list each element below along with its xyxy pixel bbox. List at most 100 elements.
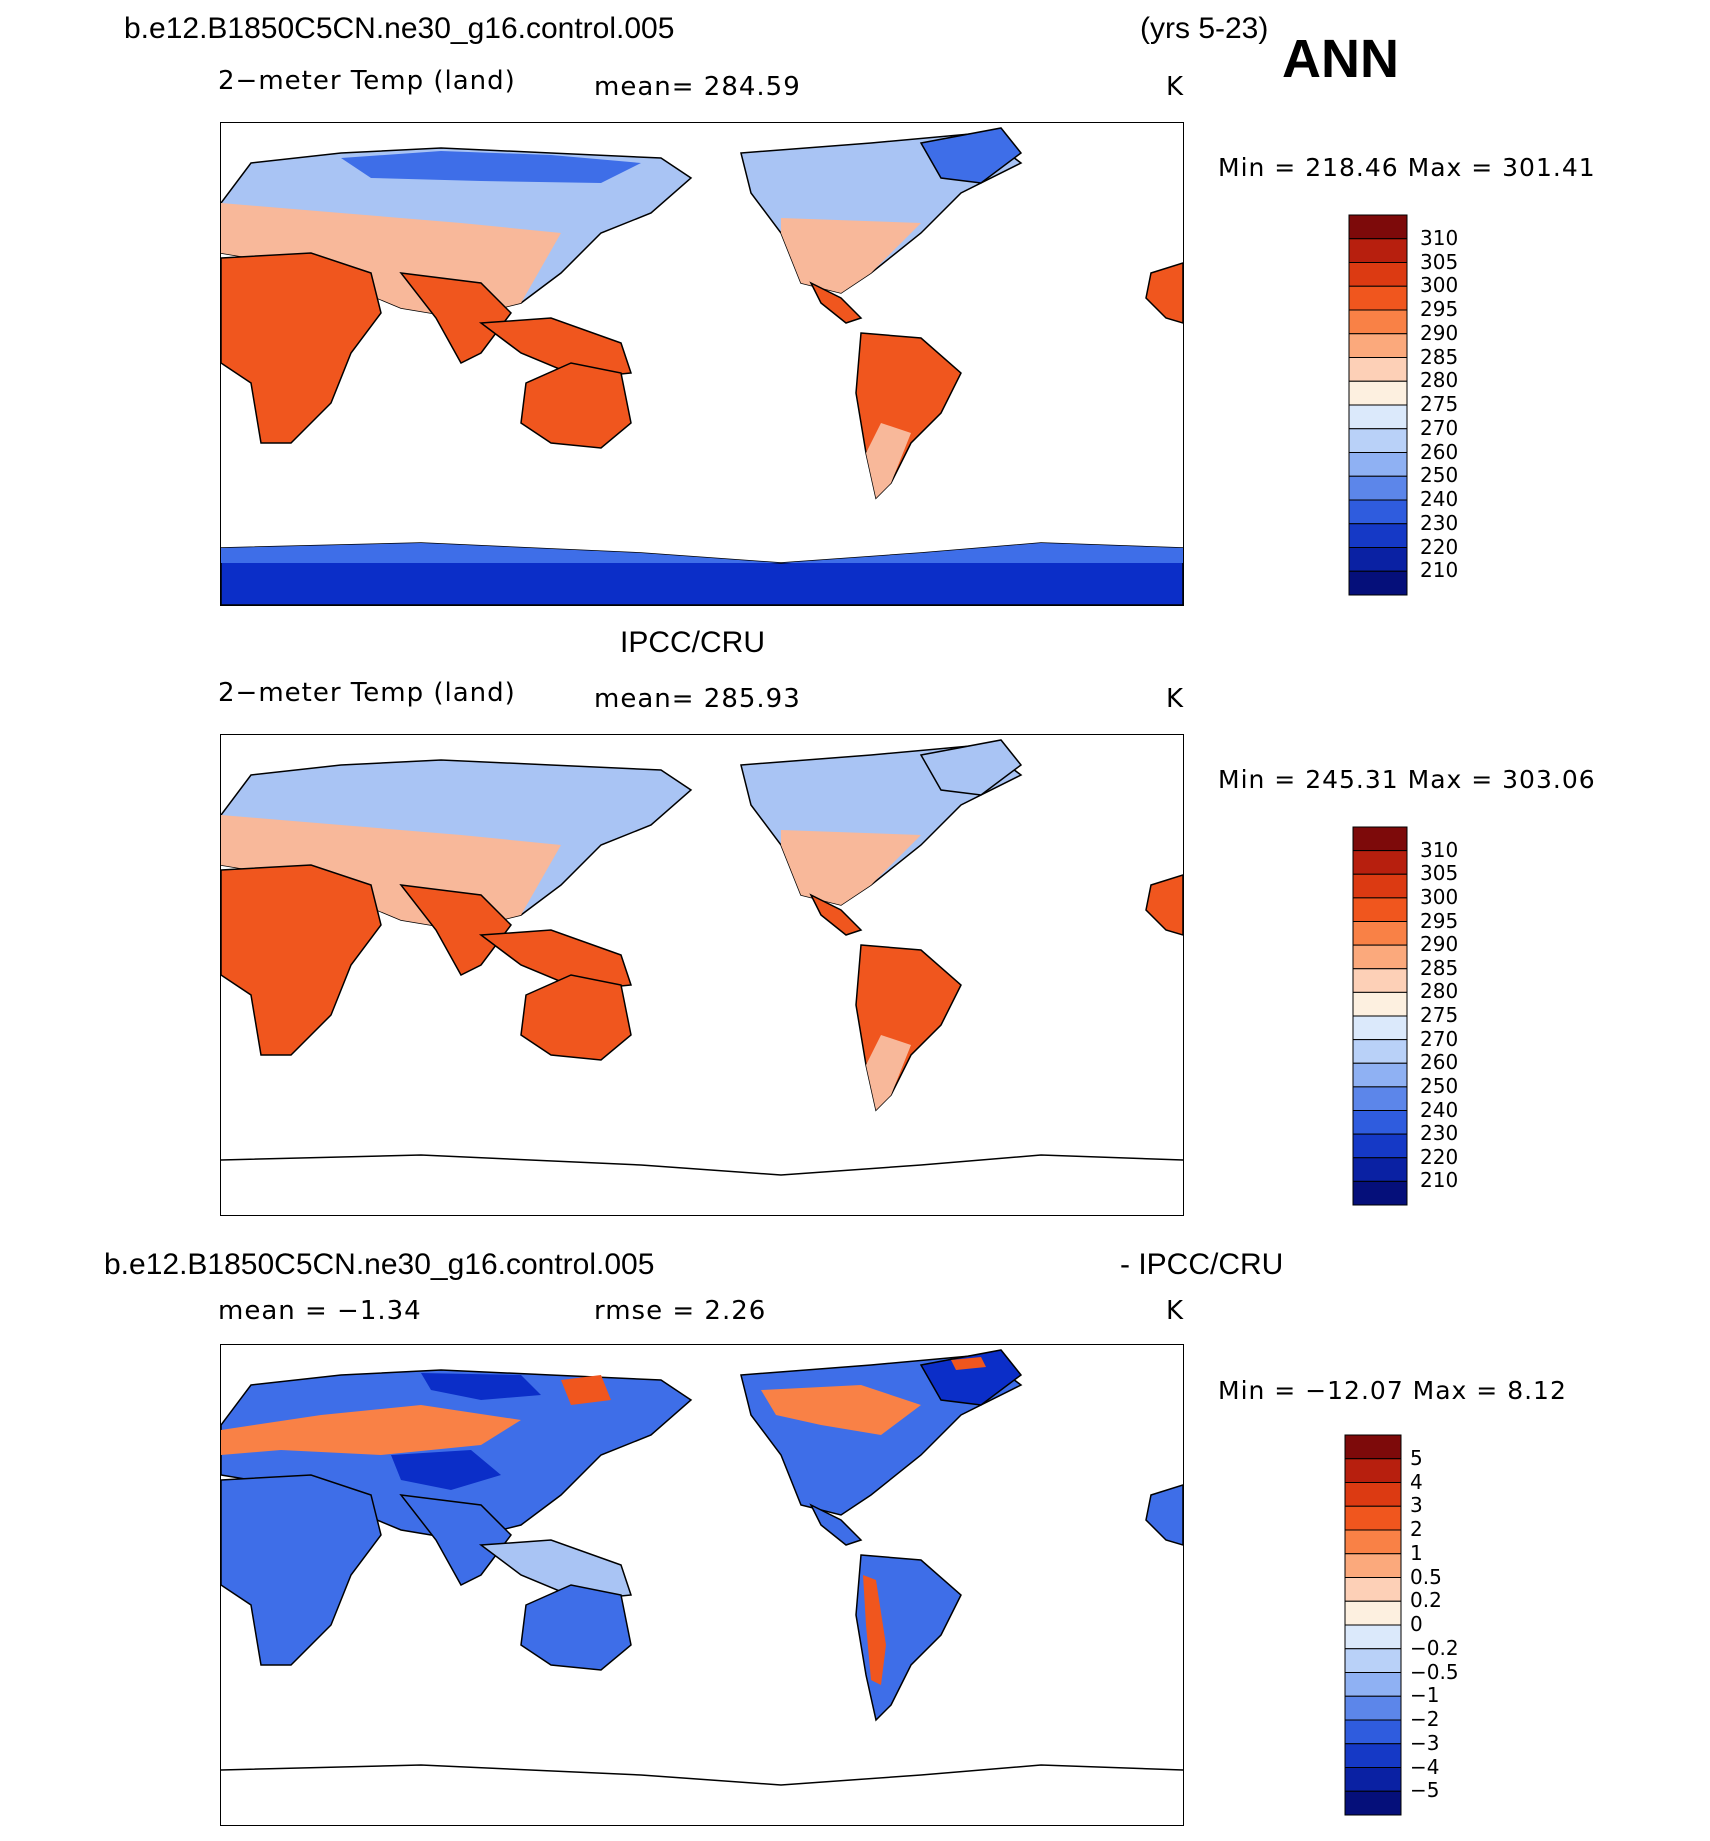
panel1-colorbar — [1348, 214, 1408, 596]
panel1-units: K — [1166, 72, 1185, 102]
panel1-variable: 2−meter Temp (land) — [218, 66, 516, 96]
colorbar-tick-label: −0.5 — [1410, 1659, 1459, 1684]
colorbar-swatch — [1344, 1672, 1402, 1697]
colorbar-swatch — [1344, 1458, 1402, 1483]
panel2-colorbar-svg — [1352, 826, 1408, 1206]
colorbar-swatch — [1348, 309, 1408, 335]
panel3-units: K — [1166, 1296, 1185, 1326]
colorbar-swatch — [1352, 873, 1408, 899]
colorbar-tick-label: 220 — [1420, 1144, 1459, 1169]
colorbar-tick-label: 0.2 — [1410, 1588, 1442, 1613]
panel3-colorbar — [1344, 1434, 1402, 1816]
panel3-tibet-cold — [391, 1450, 501, 1490]
colorbar-tick-label: 230 — [1420, 1121, 1459, 1146]
colorbar-swatch — [1348, 214, 1408, 240]
colorbar-tick-label: 3 — [1410, 1493, 1423, 1518]
colorbar-swatch — [1352, 850, 1408, 875]
panel3-east-warm — [561, 1375, 611, 1405]
panel3-seasia — [478, 1539, 633, 1601]
panel1-africa — [221, 252, 382, 444]
colorbar-tick-label: 0 — [1410, 1612, 1423, 1636]
colorbar-tick-label: 220 — [1420, 534, 1459, 559]
panel3-andes-warm — [863, 1575, 886, 1685]
colorbar-swatch — [1344, 1719, 1402, 1745]
colorbar-swatch — [1348, 357, 1408, 382]
panel3-samerica — [855, 1554, 962, 1722]
colorbar-swatch — [1348, 452, 1408, 477]
panel1-colorbar-labels: 310 305 300 295 290 285 280 275 270 260 250 240 230 2… — [1420, 214, 1480, 596]
panel2-units: K — [1166, 684, 1185, 714]
panel3-antarctica — [221, 1764, 1183, 1786]
colorbar-tick-label: 260 — [1420, 1050, 1459, 1075]
panel3-namerica-warm — [761, 1385, 921, 1435]
panel3-africa — [221, 1474, 382, 1666]
panel2-namerica-warm — [781, 830, 921, 905]
panel1-australia — [520, 362, 632, 449]
colorbar-swatch — [1348, 428, 1408, 453]
colorbar-tick-label: 210 — [1420, 1168, 1459, 1193]
colorbar-tick-label: 270 — [1420, 1026, 1459, 1051]
colorbar-tick-label: −2 — [1410, 1707, 1440, 1731]
colorbar-tick-label: −5 — [1410, 1778, 1440, 1803]
colorbar-tick-label: 310 — [1420, 837, 1459, 862]
colorbar-tick-label: 240 — [1420, 1097, 1459, 1122]
panel3-siberia-cold — [421, 1373, 541, 1400]
colorbar-swatch — [1352, 1062, 1408, 1088]
colorbar-tick-label: 4 — [1410, 1469, 1423, 1494]
panel2-antarctica — [221, 1154, 1183, 1176]
colorbar-swatch — [1352, 944, 1408, 970]
colorbar-tick-label: 0.5 — [1410, 1564, 1442, 1589]
season-label: ANN — [1282, 29, 1399, 89]
panel2-greenland — [919, 739, 1023, 796]
colorbar-swatch — [1344, 1767, 1402, 1792]
colorbar-swatch — [1352, 991, 1408, 1017]
colorbar-swatch — [1344, 1600, 1402, 1626]
panel3-greenland — [919, 1349, 1023, 1406]
colorbar-tick-label: 285 — [1420, 344, 1459, 369]
panel2-australia — [520, 974, 632, 1061]
colorbar-swatch — [1352, 1110, 1408, 1135]
colorbar-swatch — [1348, 262, 1408, 287]
colorbar-swatch — [1348, 380, 1408, 406]
panel2-map-svg — [221, 739, 1183, 1176]
colorbar-tick-label: 295 — [1420, 908, 1459, 933]
panel2-variable: 2−meter Temp (land) — [218, 678, 516, 708]
colorbar-tick-label: 295 — [1420, 297, 1459, 321]
colorbar-swatch — [1352, 897, 1408, 922]
years-label: (yrs 5-23) — [1140, 12, 1269, 45]
colorbar-tick-label: 240 — [1420, 487, 1459, 511]
panel2-mean: mean= 285.93 — [594, 684, 801, 714]
colorbar-swatch — [1344, 1505, 1402, 1531]
colorbar-swatch — [1352, 921, 1408, 946]
colorbar-tick-label: 250 — [1420, 463, 1459, 488]
panel1-minmax: Min = 218.46 Max = 301.41 — [1218, 153, 1596, 182]
panel2-minmax: Min = 245.31 Max = 303.06 — [1218, 765, 1596, 794]
colorbar-tick-label: 305 — [1420, 861, 1459, 886]
colorbar-tick-label: 210 — [1420, 558, 1459, 583]
panel1-india — [399, 272, 512, 364]
panel3-wafrica-right — [1145, 1484, 1183, 1546]
panel3-map — [220, 1344, 1184, 1826]
colorbar-tick-label: 310 — [1420, 225, 1459, 250]
colorbar-swatch — [1352, 1039, 1408, 1064]
colorbar-swatch — [1348, 333, 1408, 358]
colorbar-tick-label: 1 — [1410, 1540, 1423, 1565]
colorbar-swatch — [1344, 1624, 1402, 1650]
panel1-samerica-south — [866, 423, 911, 498]
colorbar-tick-label: −1 — [1410, 1683, 1440, 1708]
colorbar-swatch — [1344, 1648, 1402, 1673]
colorbar-swatch — [1348, 499, 1408, 525]
panel2-seasia — [478, 929, 633, 991]
panel2-samerica-south — [866, 1035, 911, 1110]
panel3-minmax: Min = −12.07 Max = 8.12 — [1218, 1376, 1567, 1405]
panel1-antarctica-edge — [221, 543, 1183, 563]
colorbar-tick-label: 300 — [1420, 884, 1459, 909]
colorbar-swatch — [1344, 1743, 1402, 1768]
colorbar-tick-label: −4 — [1410, 1754, 1440, 1779]
panel1-seasia — [478, 317, 633, 379]
colorbar-swatch — [1344, 1695, 1402, 1721]
colorbar-tick-label: 290 — [1420, 932, 1459, 957]
panel3-colorbar-svg — [1344, 1434, 1402, 1816]
colorbar-tick-label: −0.2 — [1410, 1635, 1459, 1660]
panel3-map-svg — [221, 1349, 1183, 1786]
